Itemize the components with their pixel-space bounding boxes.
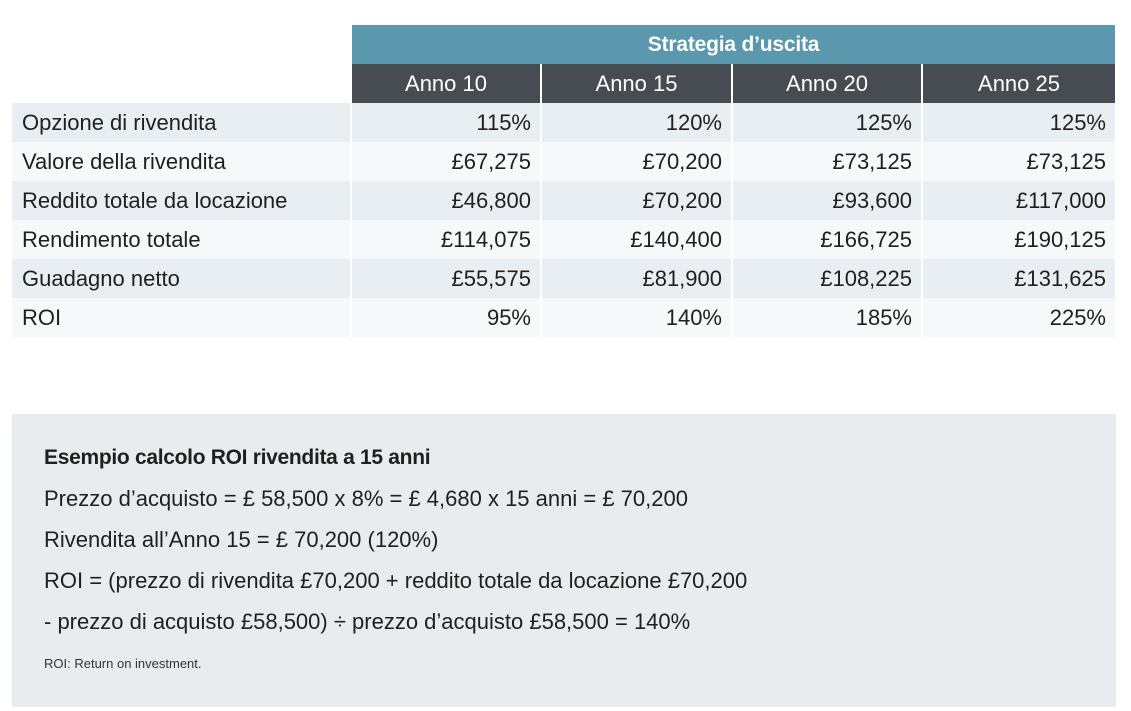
- example-line-roi-result: - prezzo di acquisto £58,500) ÷ prezzo d…: [44, 609, 691, 634]
- row-label: Rendimento totale: [12, 220, 352, 259]
- table-cell: £70,200: [542, 181, 733, 220]
- example-line-roi-formula: ROI = (prezzo di rivendita £70,200 + red…: [44, 568, 748, 593]
- table-cell: £46,800: [352, 181, 542, 220]
- table-row-roi: ROI 95% 140% 185% 225%: [12, 298, 1115, 337]
- example-title: Esempio calcolo ROI rivendita a 15 anni: [44, 446, 431, 469]
- row-label: Valore della rivendita: [12, 142, 352, 181]
- example-line-resale: Rivendita all’Anno 15 = £ 70,200 (120%): [44, 527, 439, 552]
- table-cell: £67,275: [352, 142, 542, 181]
- example-line-purchase: Prezzo d’acquisto = £ 58,500 x 8% = £ 4,…: [44, 486, 688, 511]
- table-cell: £114,075: [352, 220, 542, 259]
- year-header-10: Anno 10: [352, 64, 542, 103]
- table-cell: £108,225: [733, 259, 923, 298]
- table-cell: £166,725: [733, 220, 923, 259]
- table-row-resale-value: Valore della rivendita £67,275 £70,200 £…: [12, 142, 1115, 181]
- table-row-rental-income: Reddito totale da locazione £46,800 £70,…: [12, 181, 1115, 220]
- table-cell: £140,400: [542, 220, 733, 259]
- row-label: Opzione di rivendita: [12, 103, 352, 142]
- table-cell: £55,575: [352, 259, 542, 298]
- roi-footnote: ROI: Return on investment.: [44, 656, 202, 671]
- table-cell: 125%: [1049, 109, 1106, 135]
- table-cell: 185%: [733, 298, 923, 337]
- table-row-resale-option: Opzione di rivendita 115% 120% 125% 125%: [12, 103, 1115, 142]
- year-header-row: Anno 10 Anno 15 Anno 20 Anno 25: [352, 64, 1115, 103]
- roi-example-box: Esempio calcolo ROI rivendita a 15 anni …: [12, 414, 1116, 707]
- table-body: Opzione di rivendita 115% 120% 125% 125%…: [12, 103, 1115, 337]
- table-cell: 225%: [1049, 304, 1106, 330]
- table-cell: £70,200: [542, 142, 733, 181]
- table-cell: 120%: [542, 103, 733, 142]
- table-cell: £190,125: [1014, 226, 1106, 252]
- exit-strategy-header: Strategia d’uscita: [352, 25, 1115, 64]
- table-cell: 115%: [352, 103, 542, 142]
- table-cell: £73,125: [733, 142, 923, 181]
- table-cell: £93,600: [733, 181, 923, 220]
- table-cell: £131,625: [1014, 265, 1106, 291]
- table-cell: 95%: [352, 298, 542, 337]
- table-cell: £117,000: [1015, 187, 1106, 213]
- table-cell: £81,900: [542, 259, 733, 298]
- table-row-total-return: Rendimento totale £114,075 £140,400 £166…: [12, 220, 1115, 259]
- year-header-25: Anno 25: [923, 64, 1115, 103]
- table-cell: 125%: [733, 103, 923, 142]
- row-label: Guadagno netto: [12, 259, 352, 298]
- year-header-20: Anno 20: [733, 64, 923, 103]
- table-cell: £73,125: [1026, 148, 1106, 174]
- year-header-15: Anno 15: [542, 64, 733, 103]
- row-label: Reddito totale da locazione: [12, 181, 352, 220]
- row-label: ROI: [12, 298, 352, 337]
- table-cell: 140%: [542, 298, 733, 337]
- table-row-net-gain: Guadagno netto £55,575 £81,900 £108,225 …: [12, 259, 1115, 298]
